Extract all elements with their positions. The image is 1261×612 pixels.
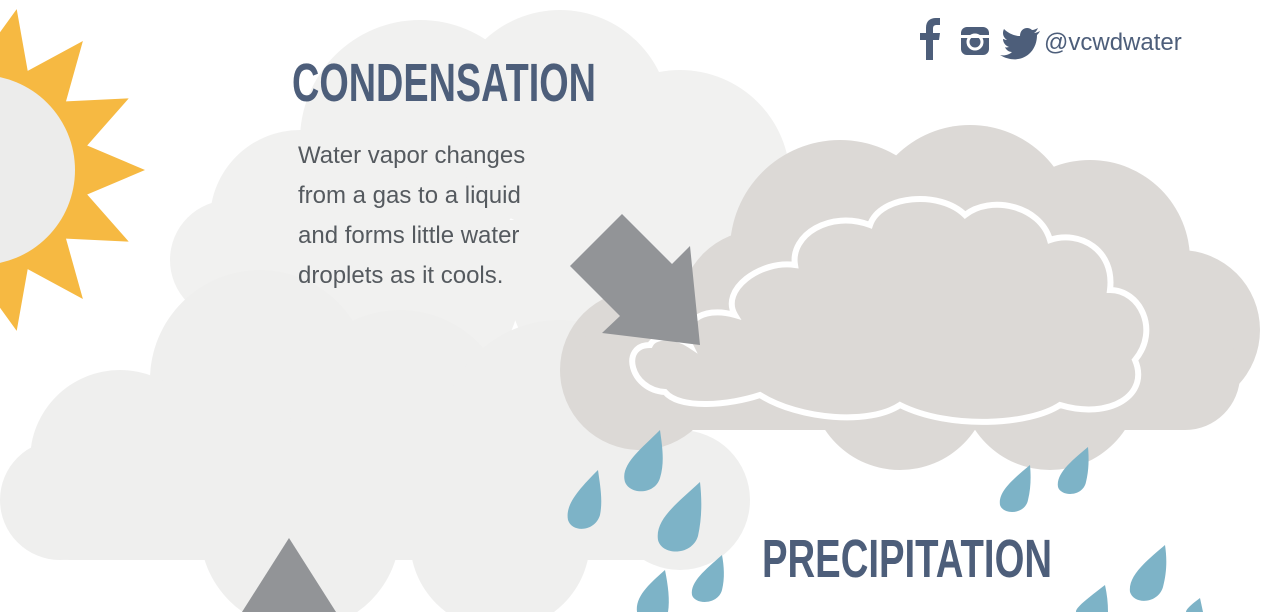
sun-core <box>0 77 75 263</box>
social-handle: @vcwdwater <box>1044 29 1182 56</box>
instagram-icon[interactable] <box>961 27 989 55</box>
description-line: Water vapor changes <box>298 142 525 169</box>
description-line: droplets as it cools. <box>298 262 503 289</box>
precipitation-title: PRECIPITATION <box>762 529 1052 589</box>
condensation-title: CONDENSATION <box>292 53 596 113</box>
twitter-icon[interactable] <box>1000 28 1040 60</box>
facebook-icon[interactable] <box>920 18 940 60</box>
rain-cloud <box>560 125 1260 470</box>
arrow-down <box>570 214 700 345</box>
description-line: from a gas to a liquid <box>298 182 521 209</box>
description-line: and forms little water <box>298 222 519 249</box>
arrow-up <box>242 538 336 612</box>
rain-drops <box>567 430 1203 612</box>
cloud-outline <box>629 196 1150 425</box>
back-cloud-bottom <box>0 270 750 612</box>
